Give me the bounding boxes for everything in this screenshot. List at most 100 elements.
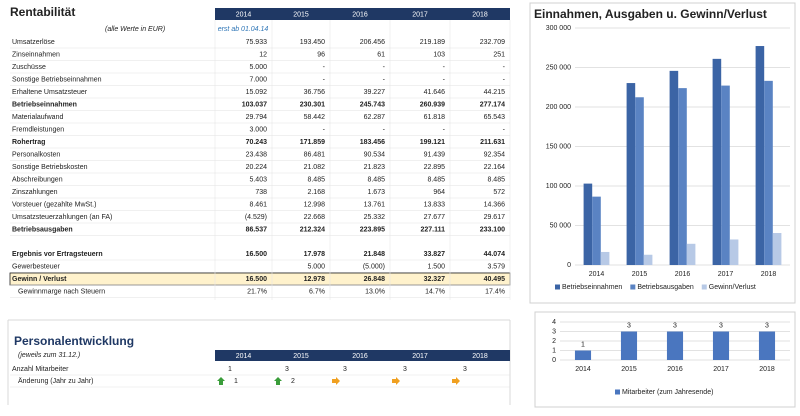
cell: - — [323, 64, 326, 71]
legend-label: Gewinn/Verlust — [709, 284, 756, 291]
cell: 27.677 — [424, 214, 446, 221]
cell: 233.100 — [480, 226, 505, 233]
bar — [721, 85, 730, 266]
row-label: Betriebseinnahmen — [12, 101, 77, 108]
x-tick-label: 2014 — [575, 366, 591, 373]
bar — [678, 88, 687, 265]
y-tick-label: 150 000 — [546, 143, 571, 150]
cell: 572 — [493, 189, 505, 196]
x-tick-label: 2014 — [589, 271, 605, 278]
y-tick-label: 4 — [552, 319, 556, 326]
section-title: Personalentwicklung — [14, 334, 134, 348]
cell: 44.074 — [484, 251, 506, 258]
y-tick-label: 300 000 — [546, 25, 571, 32]
bar — [626, 83, 636, 265]
y-tick-label: 1 — [552, 347, 556, 354]
row-label: Zinszahlungen — [12, 189, 58, 196]
cell: 7.000 — [249, 76, 267, 83]
cell: 738 — [255, 189, 267, 196]
cell: 12.978 — [304, 276, 326, 283]
cell: 6.7% — [309, 288, 325, 295]
cell: 171.859 — [300, 139, 325, 146]
row-label: Sonstige Betriebseinnahmen — [12, 76, 102, 83]
cell: 212.324 — [300, 226, 325, 233]
cell: 90.534 — [364, 151, 386, 158]
cell: 21.823 — [364, 164, 386, 171]
cell: (5.000) — [363, 263, 385, 270]
year-header: 2016 — [352, 11, 368, 18]
cell: 96 — [317, 51, 325, 58]
cell: 22.668 — [304, 214, 326, 221]
cell: 13.761 — [364, 201, 386, 208]
legend-swatch — [630, 284, 636, 290]
row-label: Abschreibungen — [12, 176, 63, 183]
year-header: 2017 — [412, 11, 428, 18]
cell: - — [383, 64, 386, 71]
cell: 8.485 — [487, 176, 505, 183]
cell: 8.485 — [427, 176, 445, 183]
cell: 16.500 — [246, 251, 268, 258]
cell: 91.439 — [424, 151, 446, 158]
cell: 251 — [493, 51, 505, 58]
cell: 14.7% — [425, 288, 445, 295]
cell: 230.301 — [300, 101, 325, 108]
cell: 86.481 — [304, 151, 326, 158]
cell: 26.848 — [364, 276, 386, 283]
x-tick-label: 2018 — [761, 271, 777, 278]
cell: 199.121 — [420, 139, 445, 146]
cell: 86.537 — [246, 226, 268, 233]
cell: 36.756 — [304, 89, 326, 96]
trend-arrow — [217, 377, 225, 385]
y-tick-label: 200 000 — [546, 104, 571, 111]
cell: 29.617 — [484, 214, 506, 221]
year-header: 2018 — [472, 353, 488, 360]
cell: 61.818 — [424, 114, 446, 121]
y-tick-label: 0 — [552, 357, 556, 364]
cell: 21.848 — [364, 251, 386, 258]
cell: 15.092 — [246, 89, 268, 96]
cell: 3 — [463, 366, 467, 373]
bar — [758, 331, 776, 360]
y-tick-label: 250 000 — [546, 64, 571, 71]
cell: 2 — [291, 378, 295, 385]
row-label: Ergebnis vor Ertragsteuern — [12, 251, 103, 258]
cell: 70.243 — [246, 139, 268, 146]
cell: 12.998 — [304, 201, 326, 208]
chart-title: Einnahmen, Ausgaben u. Gewinn/Verlust — [534, 7, 767, 21]
cell: 5.000 — [249, 64, 267, 71]
cell: 58.442 — [304, 114, 326, 121]
x-tick-label: 2017 — [713, 366, 729, 373]
cell: 1.500 — [427, 263, 445, 270]
cell: 40.495 — [484, 276, 506, 283]
x-tick-label: 2016 — [667, 366, 683, 373]
cell: 206.456 — [360, 39, 385, 46]
year-header: 2016 — [352, 353, 368, 360]
row-label: Gewinn / Verlust — [12, 276, 67, 283]
bar — [686, 243, 696, 265]
cell: (4.529) — [245, 214, 267, 221]
row-label: Gewerbesteuer — [12, 263, 61, 270]
chart-frame — [534, 311, 796, 408]
cell: 17.978 — [304, 251, 326, 258]
cell: 25.332 — [364, 214, 386, 221]
year-header: 2017 — [412, 353, 428, 360]
bar — [729, 239, 739, 265]
cell: 277.174 — [480, 101, 505, 108]
bar — [764, 80, 773, 265]
legend-swatch — [701, 284, 707, 290]
note-2014: erst ab 01.04.14 — [218, 26, 269, 33]
cell: 33.827 — [424, 251, 446, 258]
cell: 964 — [433, 189, 445, 196]
cell: 193.450 — [300, 39, 325, 46]
cell: 62.287 — [364, 114, 386, 121]
cell: 29.794 — [246, 114, 268, 121]
x-tick-label: 2017 — [718, 271, 734, 278]
unit-note: (alle Werte in EUR) — [105, 26, 165, 33]
bar — [635, 97, 644, 265]
year-header: 2015 — [293, 353, 309, 360]
cell: 227.111 — [420, 226, 445, 233]
legend-label: Betriebsausgaben — [637, 284, 694, 291]
row-label: Gewinnmarge nach Steuern — [18, 288, 105, 295]
cell: 13.833 — [424, 201, 446, 208]
